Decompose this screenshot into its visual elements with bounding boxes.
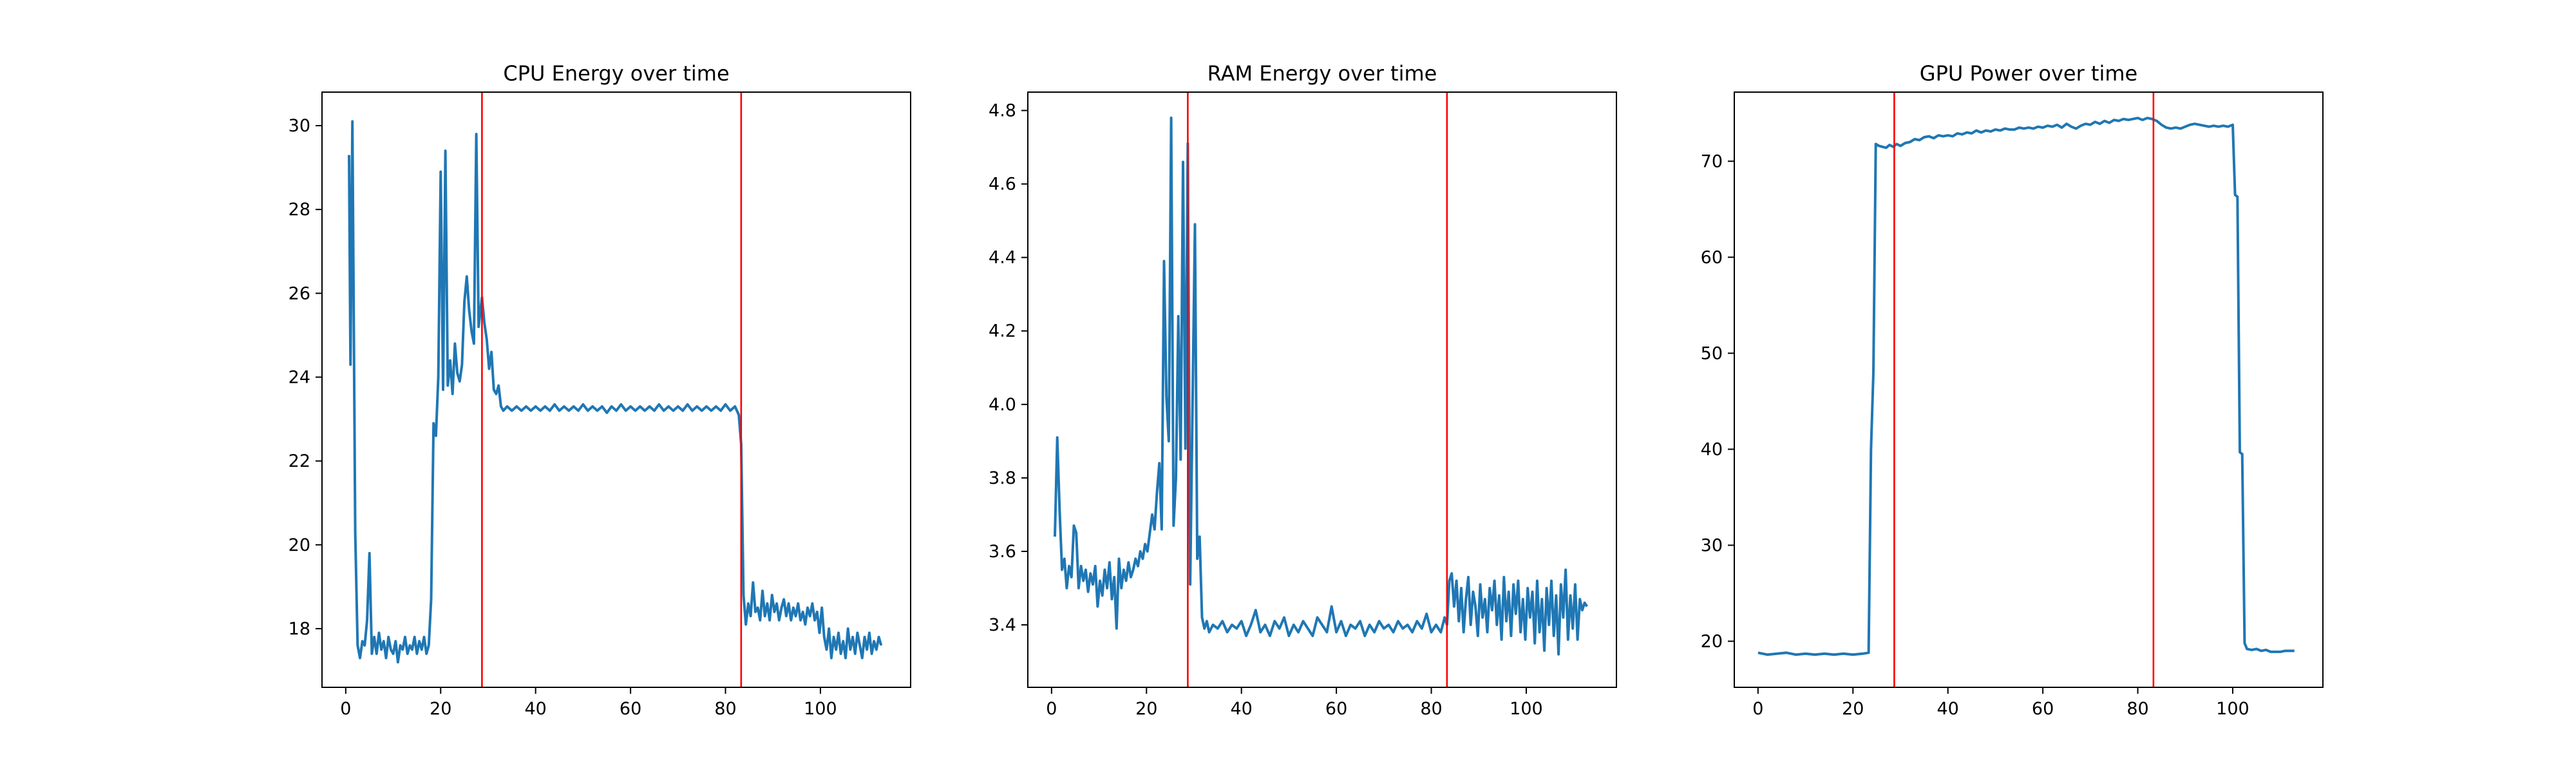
x-tick-label: 60 [2032,699,2054,719]
y-tick-label: 3.6 [989,542,1016,562]
y-tick-label: 4.6 [989,175,1016,195]
x-tick-label: 80 [714,699,736,719]
y-tick-label: 24 [289,367,310,387]
x-tick-label: 40 [1231,699,1253,719]
y-tick-label: 4.2 [989,321,1016,341]
y-tick-label: 18 [289,619,310,639]
x-tick-label: 60 [620,699,641,719]
y-tick-label: 26 [289,283,310,303]
y-tick-label: 60 [1701,247,1723,267]
series-line [1757,117,2295,656]
x-tick-label: 0 [340,699,351,719]
x-tick-label: 100 [2216,699,2249,719]
x-tick-label: 40 [1937,699,1959,719]
x-tick-label: 0 [1046,699,1057,719]
x-tick-label: 80 [2126,699,2148,719]
y-tick-label: 3.4 [989,615,1016,635]
y-tick-label: 4.0 [989,395,1016,415]
y-tick-label: 30 [1701,535,1723,555]
y-tick-label: 28 [289,200,310,220]
axes-frame [1734,91,2324,688]
y-tick-label: 4.4 [989,248,1016,268]
y-tick-label: 3.8 [989,468,1016,488]
y-tick-label: 50 [1701,343,1723,363]
x-tick-label: 100 [1510,699,1543,719]
x-tick-label: 20 [1135,699,1157,719]
axes-frame [321,91,911,688]
chart-title: CPU Energy over time [503,61,729,86]
chart-title: RAM Energy over time [1208,61,1437,86]
x-tick-label: 60 [1325,699,1347,719]
y-tick-label: 20 [1701,631,1723,651]
chart-title: GPU Power over time [1920,61,2137,86]
x-tick-label: 100 [804,699,837,719]
y-tick-label: 40 [1701,439,1723,459]
x-tick-label: 20 [1842,699,1864,719]
axes-frame [1027,91,1617,688]
series-line [1054,116,1588,656]
y-tick-label: 70 [1701,151,1723,171]
x-tick-label: 0 [1752,699,1763,719]
gpu-power-chart: GPU Power over time 0 20 40 60 80 100 20 30 40 50… [1701,61,2324,719]
ram-energy-chart: RAM Energy over time 0 20 40 60 80 100 3.4 3.6 3… [989,61,1617,719]
y-tick-label: 4.8 [989,101,1016,121]
y-tick-label: 22 [289,452,310,472]
x-tick-label: 40 [525,699,547,719]
y-tick-label: 30 [289,116,310,136]
cpu-energy-chart: CPU Energy over time 0 20 40 60 80 100 18 20 22 2… [289,61,911,719]
x-tick-label: 80 [1420,699,1442,719]
series-line [348,120,883,663]
y-tick-label: 20 [289,535,310,555]
x-tick-label: 20 [430,699,451,719]
